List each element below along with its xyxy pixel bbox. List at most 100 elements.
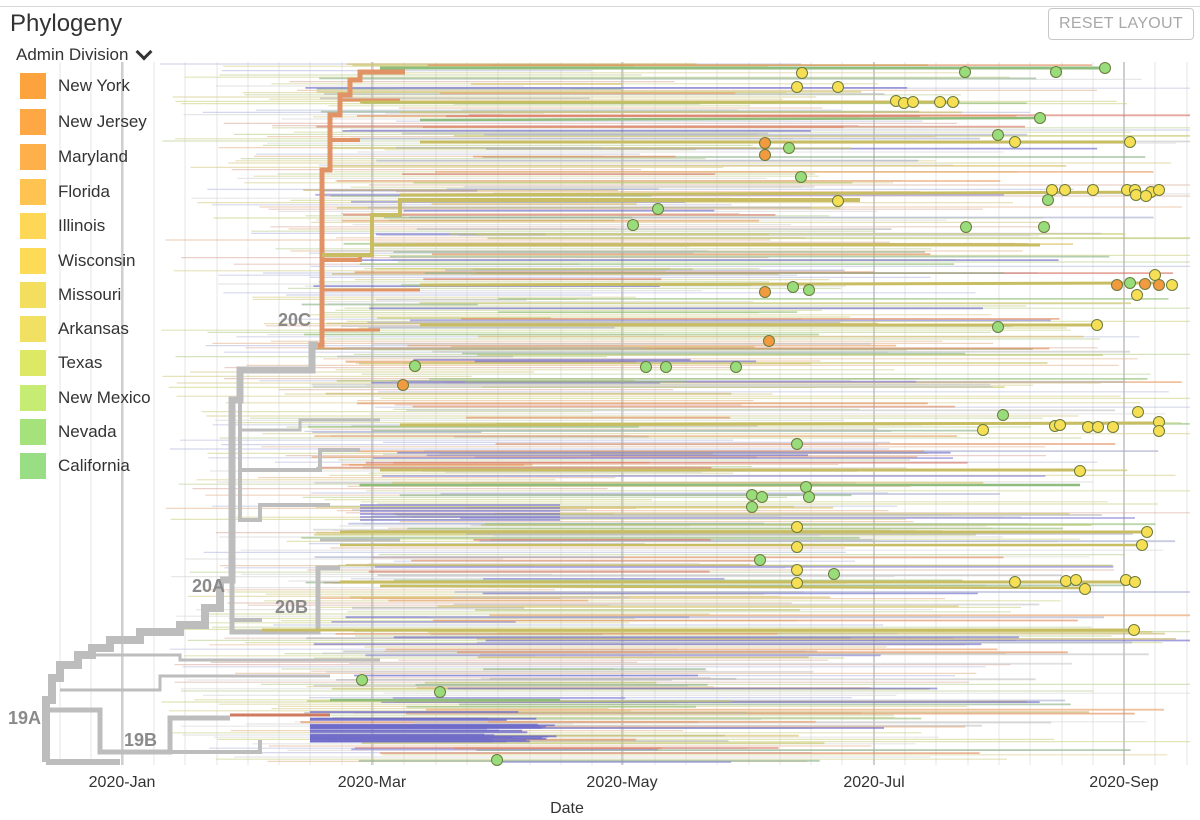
legend-label: New York [58, 76, 130, 95]
tip-node [959, 66, 971, 78]
legend-swatch [20, 316, 46, 342]
legend-item[interactable]: Missouri [20, 282, 121, 308]
legend-label: Arkansas [58, 319, 129, 338]
legend-swatch [20, 385, 46, 411]
tip-node [434, 686, 446, 698]
clade-label-19a: 19A [8, 708, 42, 728]
tip-node [1129, 576, 1141, 588]
tip-node [828, 568, 840, 580]
tip-node [907, 96, 919, 108]
tip-node [1092, 421, 1104, 433]
tip-node [832, 195, 844, 207]
tip-node [1034, 112, 1046, 124]
legend-item[interactable]: Arkansas [20, 316, 129, 342]
color-by-label: Admin Division [16, 45, 129, 64]
tip-node [746, 501, 758, 513]
legend-item[interactable]: Texas [20, 350, 102, 376]
tip-node [795, 171, 807, 183]
tip-node [791, 564, 803, 576]
tip-node [1079, 583, 1091, 595]
tip-node [1060, 575, 1072, 587]
tip-node [1050, 66, 1062, 78]
legend-item[interactable]: Florida [20, 179, 110, 205]
tip-node [759, 137, 771, 149]
clade-branch [318, 69, 405, 348]
panel-title: Phylogeny [10, 10, 123, 37]
tip-node [1111, 279, 1123, 291]
backbone-branch [60, 674, 330, 692]
tip-node [759, 149, 771, 161]
legend-item[interactable]: New York [20, 73, 130, 99]
clade-label-20c: 20C [278, 310, 312, 330]
backbone-branch [240, 418, 380, 432]
tip-node [756, 491, 768, 503]
tip-node [791, 81, 803, 93]
axis-title: Date [550, 800, 584, 817]
tip-node [409, 360, 421, 372]
tip-node [1107, 421, 1119, 433]
clade-label-20b: 20B [275, 597, 309, 617]
tip-node [1149, 269, 1161, 281]
tip-node [1128, 624, 1140, 636]
axis-tick-label: 2020-Jan [88, 774, 156, 791]
tip-node [1141, 526, 1153, 538]
tip-node [730, 361, 742, 373]
legend-label: Wisconsin [58, 251, 136, 270]
tip-node [627, 219, 639, 231]
reset-layout-button[interactable]: RESET LAYOUT [1048, 8, 1194, 40]
axis-tick-label: 2020-May [586, 774, 658, 791]
tip-node [803, 491, 815, 503]
clade-label-19b: 19B [124, 730, 158, 750]
tip-node [832, 81, 844, 93]
legend-item[interactable]: New Mexico [20, 385, 151, 411]
legend-item[interactable]: New Jersey [20, 109, 147, 135]
tip-node [1139, 278, 1151, 290]
legend-swatch [20, 248, 46, 274]
tip-node [1153, 425, 1165, 437]
clade-branch [322, 198, 860, 257]
color-by-dropdown[interactable]: Admin Division [16, 43, 153, 65]
tip-node [1153, 184, 1165, 196]
legend-swatch [20, 73, 46, 99]
tip-node [1124, 136, 1136, 148]
legend-label: New Mexico [58, 388, 151, 407]
clade-branch [419, 116, 1041, 122]
clade-branch [399, 421, 1161, 427]
tip-node [1136, 539, 1148, 551]
backbone-branch [170, 740, 262, 754]
tip-node [997, 409, 1009, 421]
axis-tick-label: 2020-Mar [337, 774, 407, 791]
legend-item[interactable]: Illinois [20, 213, 105, 239]
tip-node [1132, 406, 1144, 418]
tip-node [640, 361, 652, 373]
legend-item[interactable]: Wisconsin [20, 248, 135, 274]
backbone-branch [92, 653, 380, 662]
tip-node [1099, 62, 1111, 74]
legend-swatch [20, 144, 46, 170]
legend-item[interactable]: Maryland [20, 144, 128, 170]
tip-node [992, 321, 1004, 333]
legend-label: Texas [58, 353, 103, 372]
tip-node [800, 481, 812, 493]
tip-node [759, 286, 771, 298]
tip-node [754, 554, 766, 566]
tip-node [1059, 184, 1071, 196]
tip-node [977, 424, 989, 436]
legend-item[interactable]: California [20, 453, 130, 479]
legend-label: Maryland [58, 147, 128, 166]
tip-node [1054, 419, 1066, 431]
tip-node [1009, 136, 1021, 148]
tip-node [1042, 194, 1054, 206]
legend-label: New Jersey [58, 112, 147, 131]
legend-label: California [58, 456, 130, 475]
legend-label: Illinois [58, 216, 106, 235]
legend-item[interactable]: Nevada [20, 419, 117, 445]
legend-swatch [20, 109, 46, 135]
backbone-branch [240, 448, 360, 472]
tip-node [356, 674, 368, 686]
tip-node [1046, 184, 1058, 196]
tip-node [1038, 221, 1050, 233]
tip-node [1166, 279, 1178, 291]
legend-swatch [20, 419, 46, 445]
